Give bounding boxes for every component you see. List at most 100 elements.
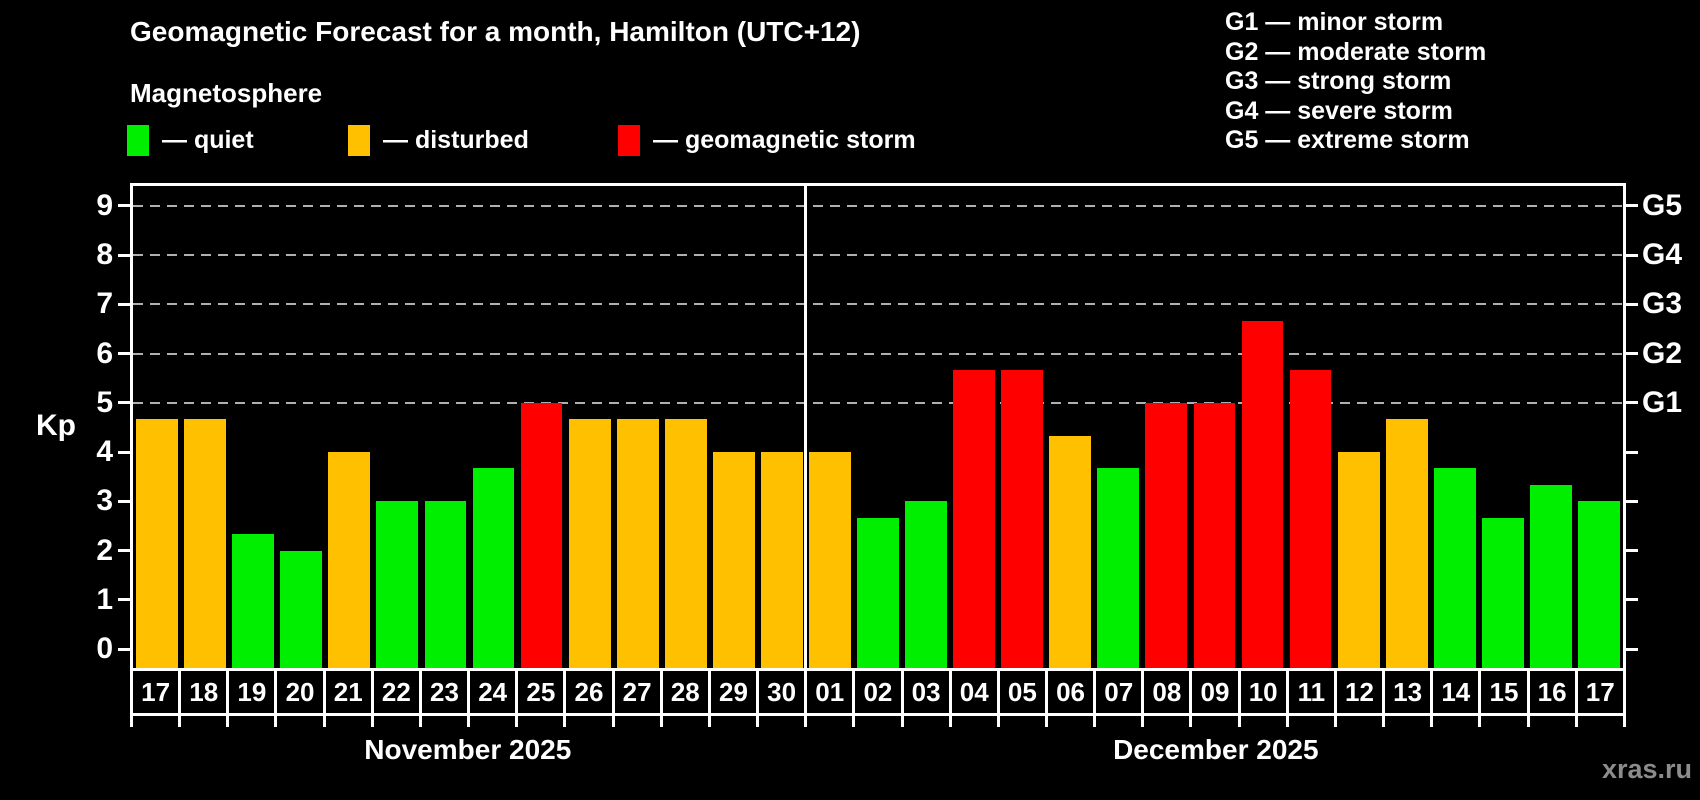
day-label-12-09: 09 bbox=[1192, 671, 1241, 713]
bar-slot-12-11 bbox=[1287, 186, 1335, 668]
bar-slot-12-02 bbox=[854, 186, 902, 668]
y-axis-label-4: 4 bbox=[96, 435, 113, 469]
bar-slot-12-10 bbox=[1238, 186, 1286, 668]
month-label-1: November 2025 bbox=[364, 734, 572, 765]
bar-slot-12-04 bbox=[950, 186, 998, 668]
bar-slot-12-07 bbox=[1094, 186, 1142, 668]
kp-bar-11-26 bbox=[568, 419, 611, 668]
right-axis-tick-2 bbox=[1626, 549, 1638, 553]
y-axis-tick-3 bbox=[118, 499, 130, 503]
right-axis-tick-0 bbox=[1626, 647, 1638, 651]
y-axis-label-1: 1 bbox=[96, 582, 113, 616]
legend-swatch-quiet-icon bbox=[127, 124, 149, 156]
bar-slot-12-01 bbox=[806, 186, 854, 668]
kp-bar-12-05 bbox=[1001, 369, 1044, 668]
bar-slot-11-17 bbox=[133, 186, 181, 668]
kp-bar-12-14 bbox=[1433, 468, 1476, 668]
right-axis-label-G4: G4 bbox=[1642, 238, 1683, 272]
day-boundary-tick bbox=[1289, 716, 1337, 727]
day-boundary-tick bbox=[711, 716, 760, 727]
storm-scale-line-5: G5 — extreme storm bbox=[1225, 126, 1470, 155]
kp-bar-11-19 bbox=[232, 534, 275, 668]
day-boundary-tick bbox=[1481, 716, 1530, 727]
y-axis-tick-7 bbox=[118, 302, 130, 306]
day-label-12-04: 04 bbox=[952, 671, 1000, 713]
day-boundary-tick bbox=[229, 716, 278, 727]
right-axis-tick-6 bbox=[1626, 352, 1638, 356]
gridline-kp-9 bbox=[133, 204, 1623, 207]
day-boundary-tick bbox=[130, 716, 182, 727]
bar-slot-12-14 bbox=[1431, 186, 1479, 668]
month-labels: November 2025 December 2025 bbox=[130, 729, 1626, 771]
day-label-12-01: 01 bbox=[807, 671, 856, 713]
day-boundary-tick bbox=[566, 716, 615, 727]
plot-area: 0 1 2 3 4 5 6 7 8 9 G1 G2 G3 G4 G5 bbox=[96, 183, 1682, 668]
watermark: xras.ru bbox=[1601, 754, 1692, 784]
y-axis-label-2: 2 bbox=[96, 533, 113, 567]
bar-slot-12-15 bbox=[1479, 186, 1527, 668]
day-label-11-28: 28 bbox=[663, 671, 711, 713]
day-label-11-25: 25 bbox=[518, 671, 567, 713]
legend-item-disturbed: — disturbed bbox=[348, 124, 529, 156]
day-boundary-tick bbox=[277, 716, 326, 727]
y-axis-tick-5 bbox=[118, 401, 130, 405]
gridline-kp-6 bbox=[133, 352, 1623, 355]
legend-swatch-disturbed-icon bbox=[348, 124, 370, 156]
bar-slot-11-21 bbox=[325, 186, 373, 668]
y-axis-tick-8 bbox=[118, 253, 130, 257]
day-axis: 17 18 19 20 21 22 23 24 25 26 27 28 29 30 01 02 03 04 05 06… bbox=[130, 668, 1626, 716]
right-axis-label-G3: G3 bbox=[1642, 287, 1683, 321]
right-axis-tick-3 bbox=[1626, 499, 1638, 503]
day-label-11-23: 23 bbox=[422, 671, 471, 713]
legend-swatch-storm-icon bbox=[618, 124, 640, 156]
day-label-12-08: 08 bbox=[1144, 671, 1193, 713]
day-boundary-tick bbox=[855, 716, 904, 727]
day-label-12-12: 12 bbox=[1337, 671, 1386, 713]
storm-scale-line-1: G1 — minor storm bbox=[1225, 8, 1444, 36]
day-axis-ticks bbox=[130, 716, 1626, 727]
day-label-11-19: 19 bbox=[229, 671, 278, 713]
legend-label-storm: — geomagnetic storm bbox=[653, 125, 916, 154]
day-boundary-tick bbox=[1578, 716, 1626, 727]
day-boundary-tick bbox=[1433, 716, 1482, 727]
day-boundary-tick bbox=[952, 716, 1000, 727]
kp-bar-11-21 bbox=[328, 452, 371, 668]
y-axis-title: Kp bbox=[36, 409, 76, 442]
y-axis-label-6: 6 bbox=[96, 336, 113, 370]
bar-series bbox=[133, 186, 1623, 668]
day-label-11-29: 29 bbox=[711, 671, 760, 713]
bar-slot-12-05 bbox=[998, 186, 1046, 668]
day-label-12-11: 11 bbox=[1289, 671, 1337, 713]
kp-bar-12-12 bbox=[1337, 452, 1380, 668]
day-boundary-tick bbox=[470, 716, 519, 727]
kp-bar-12-08 bbox=[1145, 402, 1188, 668]
y-axis-label-8: 8 bbox=[96, 238, 113, 272]
day-boundary-tick bbox=[1192, 716, 1241, 727]
storm-scale-line-3: G3 — strong storm bbox=[1225, 67, 1452, 96]
bar-slot-11-19 bbox=[229, 186, 277, 668]
kp-bar-11-30 bbox=[760, 452, 803, 668]
day-label-11-21: 21 bbox=[326, 671, 374, 713]
right-axis-tick-7 bbox=[1626, 302, 1638, 306]
day-label-12-05: 05 bbox=[1000, 671, 1048, 713]
legend-item-storm: — geomagnetic storm bbox=[618, 124, 916, 156]
right-axis-tick-4 bbox=[1626, 450, 1638, 454]
day-label-12-13: 13 bbox=[1385, 671, 1434, 713]
day-label-11-18: 18 bbox=[181, 671, 230, 713]
kp-bar-11-20 bbox=[280, 550, 323, 668]
kp-bar-12-13 bbox=[1385, 419, 1428, 668]
day-boundary-tick bbox=[663, 716, 711, 727]
kp-bar-12-07 bbox=[1097, 468, 1140, 668]
kp-bar-12-09 bbox=[1193, 402, 1236, 668]
day-label-11-17: 17 bbox=[133, 671, 182, 713]
y-axis-tick-1 bbox=[118, 598, 130, 602]
y-axis-label-9: 9 bbox=[96, 188, 113, 222]
bar-slot-11-23 bbox=[421, 186, 469, 668]
day-label-12-17: 17 bbox=[1585, 676, 1615, 707]
kp-bar-12-01 bbox=[809, 452, 851, 668]
bar-slot-11-28 bbox=[662, 186, 710, 668]
day-label-11-24: 24 bbox=[470, 671, 519, 713]
day-boundary-tick bbox=[1048, 716, 1097, 727]
bar-slot-12-17 bbox=[1575, 186, 1623, 668]
bar-slot-11-24 bbox=[469, 186, 517, 668]
